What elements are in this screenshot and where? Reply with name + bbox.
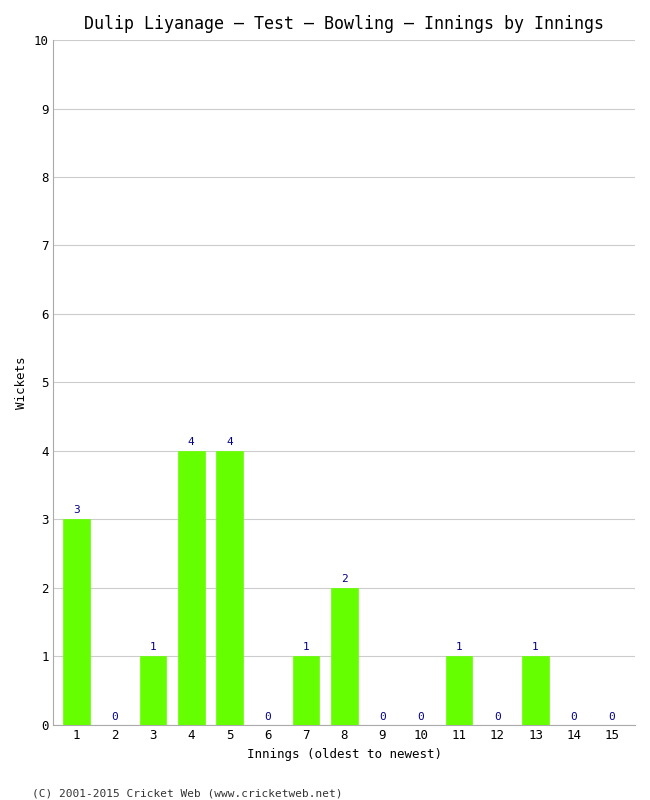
- Text: 1: 1: [532, 642, 539, 652]
- Text: 1: 1: [302, 642, 309, 652]
- Bar: [522, 656, 549, 725]
- Text: 0: 0: [265, 712, 271, 722]
- Text: (C) 2001-2015 Cricket Web (www.cricketweb.net): (C) 2001-2015 Cricket Web (www.cricketwe…: [32, 788, 343, 798]
- Y-axis label: Wickets: Wickets: [15, 356, 28, 409]
- Bar: [216, 450, 243, 725]
- Text: 0: 0: [494, 712, 500, 722]
- Bar: [446, 656, 473, 725]
- Text: 2: 2: [341, 574, 348, 583]
- Text: 4: 4: [188, 437, 194, 446]
- Text: 0: 0: [608, 712, 616, 722]
- Text: 0: 0: [111, 712, 118, 722]
- Bar: [331, 588, 358, 725]
- Title: Dulip Liyanage – Test – Bowling – Innings by Innings: Dulip Liyanage – Test – Bowling – Inning…: [84, 15, 604, 33]
- Bar: [63, 519, 90, 725]
- Text: 4: 4: [226, 437, 233, 446]
- Text: 1: 1: [456, 642, 462, 652]
- X-axis label: Innings (oldest to newest): Innings (oldest to newest): [247, 748, 442, 761]
- Text: 0: 0: [417, 712, 424, 722]
- Text: 1: 1: [150, 642, 156, 652]
- Text: 0: 0: [571, 712, 577, 722]
- Bar: [292, 656, 319, 725]
- Bar: [140, 656, 166, 725]
- Text: 3: 3: [73, 505, 80, 515]
- Text: 0: 0: [379, 712, 386, 722]
- Bar: [177, 450, 205, 725]
